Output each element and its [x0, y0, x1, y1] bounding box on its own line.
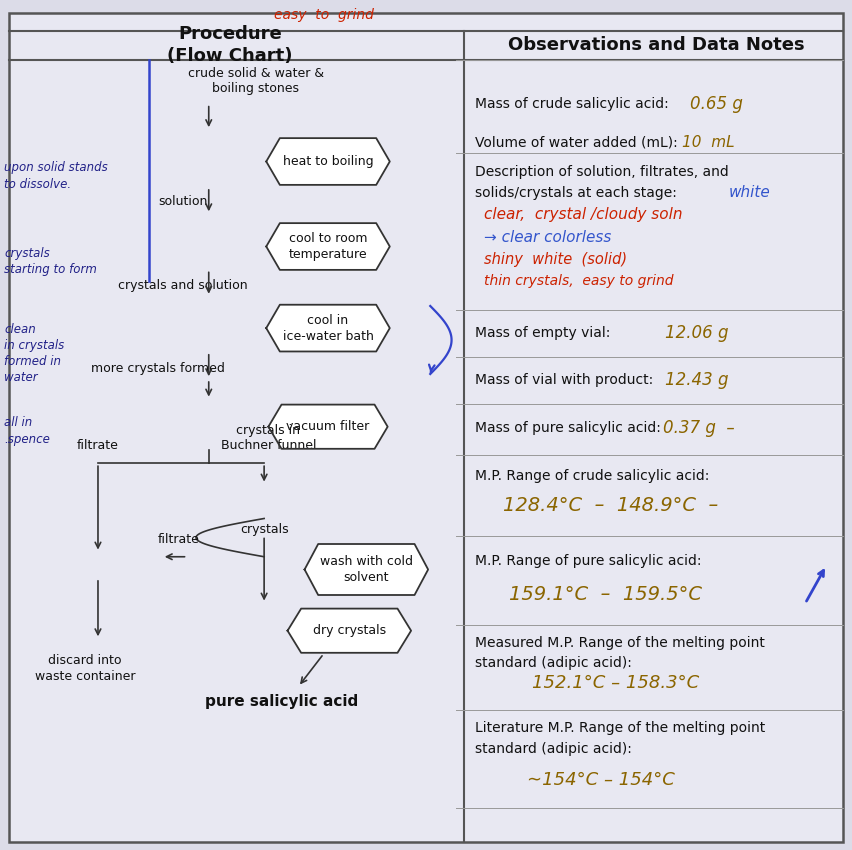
Text: 152.1°C – 158.3°C: 152.1°C – 158.3°C: [532, 673, 699, 692]
Text: 10  mL: 10 mL: [682, 135, 734, 150]
Text: ∼154°C – 154°C: ∼154°C – 154°C: [527, 771, 675, 790]
Text: crystals in
Buchner funnel: crystals in Buchner funnel: [221, 424, 316, 452]
Text: crystals: crystals: [239, 523, 289, 536]
Text: pure salicylic acid: pure salicylic acid: [204, 694, 358, 709]
Text: 159.1°C  –  159.5°C: 159.1°C – 159.5°C: [509, 586, 702, 604]
Polygon shape: [268, 405, 388, 449]
Polygon shape: [287, 609, 411, 653]
Text: easy  to  grind: easy to grind: [273, 8, 374, 22]
Polygon shape: [266, 139, 390, 184]
Polygon shape: [305, 544, 428, 595]
Text: Measured M.P. Range of the melting point: Measured M.P. Range of the melting point: [475, 636, 765, 649]
Text: 12.43 g: 12.43 g: [665, 371, 728, 389]
Text: more crystals formed: more crystals formed: [90, 361, 225, 375]
Text: vacuum filter: vacuum filter: [286, 420, 370, 434]
Text: M.P. Range of pure salicylic acid:: M.P. Range of pure salicylic acid:: [475, 554, 702, 568]
Text: solution: solution: [158, 195, 208, 208]
Text: thin crystals,  easy to grind: thin crystals, easy to grind: [484, 274, 673, 287]
Text: cool to room
temperature: cool to room temperature: [289, 232, 367, 261]
Text: Mass of empty vial:: Mass of empty vial:: [475, 326, 611, 340]
Text: 0.65 g: 0.65 g: [690, 94, 743, 113]
Text: wash with cold
solvent: wash with cold solvent: [320, 555, 413, 584]
FancyBboxPatch shape: [9, 13, 843, 842]
Text: Description of solution, filtrates, and: Description of solution, filtrates, and: [475, 165, 729, 178]
Text: crude solid & water &
boiling stones: crude solid & water & boiling stones: [187, 67, 324, 94]
Text: standard (adipic acid):: standard (adipic acid):: [475, 656, 632, 670]
Polygon shape: [266, 305, 390, 352]
Text: all in
.spence: all in .spence: [4, 416, 50, 445]
Text: Literature M.P. Range of the melting point: Literature M.P. Range of the melting poi…: [475, 722, 766, 735]
Text: dry crystals: dry crystals: [313, 624, 386, 638]
Text: Mass of vial with product:: Mass of vial with product:: [475, 373, 653, 387]
Polygon shape: [266, 224, 390, 270]
Text: discard into
waste container: discard into waste container: [35, 654, 135, 683]
Text: M.P. Range of crude salicylic acid:: M.P. Range of crude salicylic acid:: [475, 469, 710, 483]
Text: upon solid stands
to dissolve.: upon solid stands to dissolve.: [4, 162, 108, 190]
Text: → clear colorless: → clear colorless: [484, 230, 612, 246]
Text: clean
in crystals
formed in
water: clean in crystals formed in water: [4, 323, 65, 384]
Text: heat to boiling: heat to boiling: [283, 155, 373, 168]
Text: 0.37 g  –: 0.37 g –: [663, 419, 734, 438]
Text: filtrate: filtrate: [77, 439, 119, 452]
Text: shiny  white  (solid): shiny white (solid): [484, 252, 627, 267]
Text: cool in
ice-water bath: cool in ice-water bath: [283, 314, 373, 343]
Text: Observations and Data Notes: Observations and Data Notes: [508, 36, 804, 54]
Text: filtrate: filtrate: [158, 533, 200, 546]
Text: Volume of water added (mL):: Volume of water added (mL):: [475, 136, 678, 150]
Text: crystals and solution: crystals and solution: [118, 279, 248, 292]
Text: Procedure
(Flow Chart): Procedure (Flow Chart): [167, 25, 293, 65]
Text: white: white: [728, 185, 770, 201]
Text: standard (adipic acid):: standard (adipic acid):: [475, 742, 632, 756]
Text: 128.4°C  –  148.9°C  –: 128.4°C – 148.9°C –: [503, 496, 718, 515]
Text: Mass of pure salicylic acid:: Mass of pure salicylic acid:: [475, 422, 661, 435]
Text: solids/crystals at each stage:: solids/crystals at each stage:: [475, 186, 677, 200]
Text: crystals
starting to form: crystals starting to form: [4, 246, 97, 275]
Text: Mass of crude salicylic acid:: Mass of crude salicylic acid:: [475, 97, 669, 110]
Text: clear,  crystal /cloudy soln: clear, crystal /cloudy soln: [484, 207, 682, 222]
Text: 12.06 g: 12.06 g: [665, 324, 728, 343]
